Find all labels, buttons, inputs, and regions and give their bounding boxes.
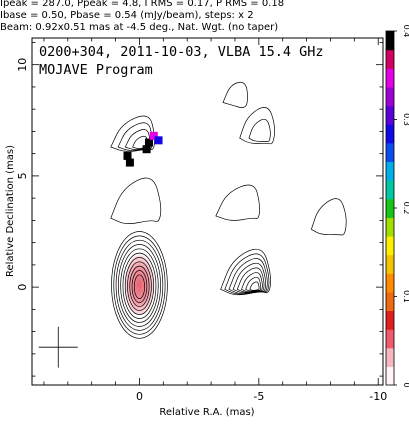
colorbar-band (386, 235, 394, 256)
core-contour (122, 252, 157, 319)
colorbar-band (386, 198, 394, 218)
x-tick-label: -5 (253, 390, 264, 403)
colorbar-band (386, 366, 394, 386)
polarization-pixel (123, 151, 132, 160)
header-line-1: Ipeak = 287.0, Ppeak = 4.8, I RMS = 0.17… (0, 0, 285, 9)
colorbar-tick-label: 0.2 (402, 202, 409, 215)
component-contour (220, 248, 271, 296)
core-contour (124, 257, 155, 315)
header-line-3: Beam: 0.92x0.51 mas at -4.5 deg., Nat. W… (0, 22, 279, 33)
component-contour (248, 118, 271, 142)
axes: 0 -5 -10 0 5 10 (16, 38, 387, 403)
colorbar-band (386, 254, 394, 274)
x-tick-label: -10 (369, 390, 387, 403)
component-contour (239, 107, 275, 145)
chart-title: 0200+304, 2011-10-03, VLBA 15.4 GHz (39, 44, 323, 60)
colorbar-band (386, 347, 394, 367)
colorbar-tick-label: 0.1 (402, 290, 409, 303)
core-contour (111, 231, 168, 339)
plot-area (38, 81, 347, 368)
chart-subtitle: MOJAVE Program (39, 62, 153, 78)
core-contour (113, 235, 166, 335)
component-contour (245, 276, 262, 292)
component-contour (222, 81, 248, 108)
core-contour (117, 244, 161, 327)
colorbar-tick-label: 0.3 (402, 113, 409, 126)
header-line-2: Ibase = 0.50, Pbase = 0.54 (mJy/beam), s… (0, 10, 254, 21)
y-tick-label: 10 (16, 58, 29, 72)
polarization-pixel (145, 138, 153, 147)
colorbar: 0 0.1 0.2 0.3 0.4 (385, 25, 409, 388)
colorbar-band (386, 180, 394, 200)
colorbar-band (386, 86, 394, 107)
polarization-pixel (142, 145, 151, 154)
core-contour (115, 239, 164, 331)
colorbar-band (386, 124, 394, 144)
polarization-pixel (149, 131, 158, 140)
colorbar-band (386, 68, 394, 88)
y-tick-label: 5 (16, 172, 29, 179)
colorbar-band (386, 329, 394, 349)
plot-frame (31, 37, 384, 386)
polarization-pixel (125, 158, 134, 167)
component-contour (110, 177, 162, 224)
component-contour (228, 258, 268, 294)
component-contour (249, 281, 260, 291)
colorbar-band (386, 142, 394, 163)
colorbar-band (386, 105, 394, 125)
colorbar-band (386, 31, 394, 51)
colorbar-tick-label: 0 (402, 382, 409, 387)
component-contour (310, 198, 347, 236)
colorbar-band (386, 273, 394, 293)
colorbar-band (386, 310, 394, 330)
y-tick-label: 0 (16, 284, 29, 291)
core-contour (127, 261, 152, 311)
core-contour (133, 274, 145, 300)
colorbar-band (386, 161, 394, 181)
polarization-pixel (154, 136, 163, 145)
component-contour (215, 184, 260, 221)
core-contour (129, 265, 150, 307)
colorbar-tick-label: 0.4 (402, 25, 409, 38)
core-contour (131, 270, 148, 303)
core-contour (120, 248, 159, 323)
x-axis-label: Relative R.A. (mas) (159, 407, 254, 418)
x-tick-label: 0 (136, 390, 143, 403)
colorbar-band (386, 49, 394, 69)
colorbar-band (386, 217, 394, 237)
y-axis-label: Relative Declination (mas) (5, 145, 16, 277)
colorbar-band (386, 291, 394, 312)
